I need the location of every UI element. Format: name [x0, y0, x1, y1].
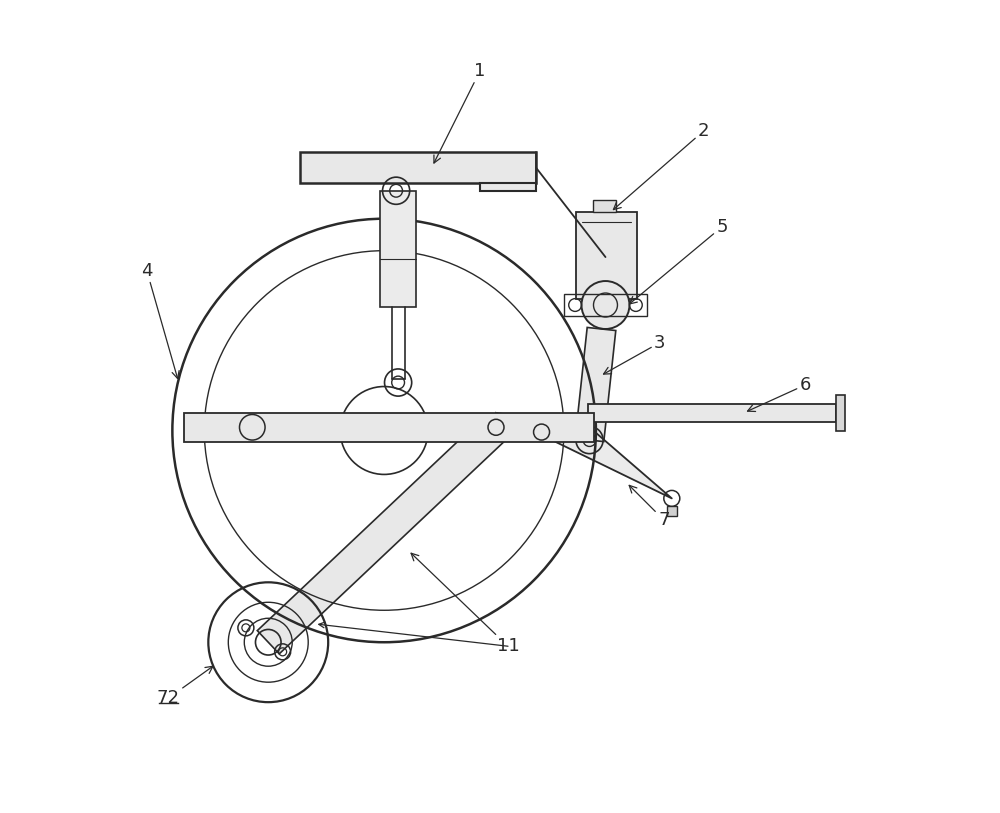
Polygon shape [575, 328, 616, 441]
Bar [480, 183, 536, 191]
Bar [588, 404, 836, 422]
Polygon shape [496, 413, 672, 498]
Bar [564, 293, 647, 316]
Bar [300, 152, 536, 183]
Circle shape [582, 281, 629, 329]
Text: 4: 4 [141, 262, 179, 379]
Bar [593, 199, 616, 212]
Bar [380, 191, 416, 307]
Bar [576, 212, 637, 298]
Bar [667, 506, 677, 516]
Text: 2: 2 [613, 122, 710, 210]
Text: 1: 1 [434, 62, 486, 163]
Text: 11: 11 [411, 553, 519, 655]
Bar [836, 394, 845, 431]
Text: 72: 72 [157, 666, 213, 707]
Text: 5: 5 [629, 218, 728, 304]
Text: 3: 3 [604, 333, 666, 374]
Text: 6: 6 [748, 376, 811, 411]
Text: 7: 7 [629, 485, 670, 529]
Bar [184, 413, 594, 441]
Polygon shape [257, 415, 507, 654]
